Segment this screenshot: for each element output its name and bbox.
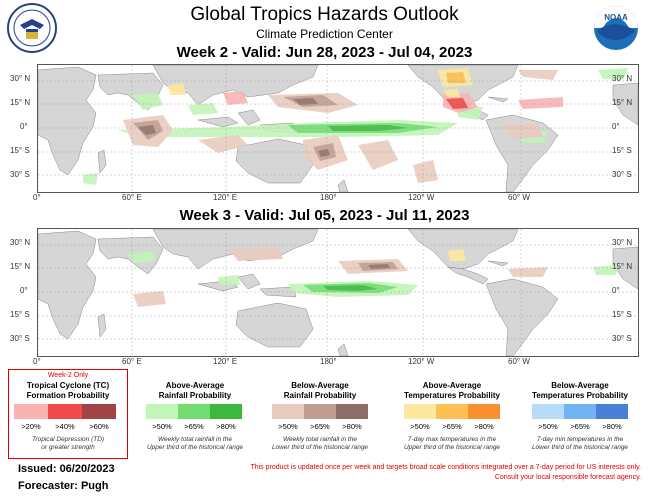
- w2-lat-label-15n: 15° N: [10, 98, 31, 107]
- legend-above-rain-pct-65: >65%: [184, 422, 204, 431]
- w2-lon-label-60w: 60° W: [508, 193, 530, 202]
- legend-below-rain-pct-65: >65%: [310, 422, 330, 431]
- forecaster-name: Forecaster: Pugh: [18, 480, 109, 492]
- legend-below-rain-note2: Lower third of the historical range: [271, 444, 369, 451]
- legend-above-temp-swatch-65: [436, 404, 468, 419]
- legend-below-rain-pct-80: >80%: [342, 422, 362, 431]
- w3-lat-label-0-right: 0°: [612, 286, 620, 295]
- w3-lat-label-15n: 15° N: [10, 262, 31, 271]
- w3-lon-label-180: 180°: [320, 357, 337, 366]
- w2-lat-label-30n-right: 30° N: [612, 74, 633, 83]
- legend-tc-pct-20: >20%: [21, 422, 41, 431]
- legend-tc-swatch-60: [82, 404, 116, 419]
- legend-below-temp-title1: Below-Average: [551, 381, 609, 390]
- legend-below-rain-note1: Weekly total rainfall in the: [283, 436, 357, 443]
- noaa-logo: NOAA: [593, 5, 639, 51]
- legend-above-temp-pct-50: >50%: [410, 422, 430, 431]
- legend-below-rain-title1: Below-Average: [291, 381, 349, 390]
- week3-title: Week 3 - Valid: Jul 05, 2023 - Jul 11, 2…: [179, 207, 470, 224]
- w3-lat-label-15s: 15° S: [10, 310, 30, 319]
- legend-below-temp-swatch-50: [532, 404, 564, 419]
- legend-tc-box: [8, 369, 128, 459]
- legend-tc-title2: Formation Probability: [26, 391, 110, 400]
- legend-above-temp-note2: Upper third of the historical range: [403, 444, 501, 451]
- w2-lat-label-30n: 30° N: [10, 74, 31, 83]
- legend-above-temp-swatch-50: [404, 404, 436, 419]
- legend-below-temp-pct-50: >50%: [538, 422, 558, 431]
- legend-above-temp-title2: Temperatures Probability: [404, 391, 500, 400]
- legend-tc-pct-40: >40%: [55, 422, 75, 431]
- legend-above-rain-note1: Weekly total rainfall in the: [158, 436, 232, 443]
- page-title: Global Tropics Hazards Outlook: [190, 4, 459, 25]
- legend-below-temp-note1: 7-day min temperatures in the: [536, 436, 624, 443]
- week2-title: Week 2 - Valid: Jun 28, 2023 - Jul 04, 2…: [176, 44, 473, 61]
- legend-above-temp-pct-65: >65%: [442, 422, 462, 431]
- issued-date: Issued: 06/20/2023: [18, 463, 115, 475]
- w3-lat-label-30s: 30° S: [10, 334, 30, 343]
- legend-tc-swatch-40: [48, 404, 82, 419]
- week2-map: [37, 64, 639, 193]
- legend-above-temp-pct-80: >80%: [474, 422, 494, 431]
- legend-above-rain-title2: Rainfall Probability: [158, 391, 232, 400]
- legend-above-temp-note1: 7-day max temperatures in the: [407, 436, 497, 443]
- legend-above-temp-title1: Above-Average: [422, 381, 482, 390]
- w2-lat-label-0-right: 0°: [612, 122, 620, 131]
- w3-lat-label-15n-right: 15° N: [612, 262, 633, 271]
- w2-lat-label-0: 0°: [20, 122, 28, 131]
- legend-below-temp-title2: Temperatures Probability: [532, 391, 628, 400]
- w3-lat-label-0: 0°: [20, 286, 28, 295]
- w3-lon-label-120w: 120° W: [408, 357, 435, 366]
- legend-below-temp-swatch-65: [564, 404, 596, 419]
- w2-lon-label-180: 180°: [320, 193, 337, 202]
- legend-tc-note2: or greater strength: [41, 444, 95, 451]
- w3-lat-label-30s-right: 30° S: [612, 334, 632, 343]
- legend-above-rain-swatch-50: [146, 404, 178, 419]
- legend-above-rain-swatch-80: [210, 404, 242, 419]
- page-subtitle: Climate Prediction Center: [256, 27, 393, 41]
- legend-below-rain-swatch-65: [304, 404, 336, 419]
- w3-lon-label-0: 0°: [33, 357, 41, 366]
- w3-lon-label-60w: 60° W: [508, 357, 530, 366]
- w2-lat-label-15n-right: 15° N: [612, 98, 633, 107]
- legend-tc-header: Week-2 Only: [47, 372, 89, 379]
- legend-above-rain-pct-50: >50%: [152, 422, 172, 431]
- disclaimer-line2: Consult your local responsible forecast …: [494, 474, 641, 481]
- legend-above-rain-pct-80: >80%: [216, 422, 236, 431]
- legend-below-temp-pct-80: >80%: [602, 422, 622, 431]
- legend-tc-title1: Tropical Cyclone (TC): [26, 381, 110, 390]
- legend-above-temp-swatch-80: [468, 404, 500, 419]
- legend-above-rain-note2: Upper third of the historical range: [146, 444, 244, 451]
- w3-lon-label-120e: 120° E: [213, 357, 238, 366]
- w2-lat-label-15s-right: 15° S: [612, 146, 632, 155]
- legend-below-temp-pct-65: >65%: [570, 422, 590, 431]
- legend-above-rain-title1: Above-Average: [165, 381, 225, 390]
- w3-lon-label-60e: 60° E: [122, 357, 142, 366]
- w2-lat-label-30s: 30° S: [10, 170, 30, 179]
- legend-tc-note1: Tropical Depression (TD): [31, 436, 105, 443]
- w2-lon-label-120e: 120° E: [213, 193, 238, 202]
- w2-lon-label-60e: 60° E: [122, 193, 142, 202]
- week3-map: [37, 228, 639, 357]
- legend-above-rain-swatch-65: [178, 404, 210, 419]
- legend-tc-swatch-20: [14, 404, 48, 419]
- w2-lat-label-15s: 15° S: [10, 146, 30, 155]
- w2-lat-label-30s-right: 30° S: [612, 170, 632, 179]
- doc-seal-logo: [7, 3, 57, 53]
- legend-below-temp-note2: Lower third of the historical range: [531, 444, 629, 451]
- legend-tc-pct-60: >60%: [89, 422, 109, 431]
- w3-lat-label-15s-right: 15° S: [612, 310, 632, 319]
- legend-below-rain-title2: Rainfall Probability: [283, 391, 357, 400]
- w3-lat-label-30n-right: 30° N: [612, 238, 633, 247]
- svg-text:NOAA: NOAA: [604, 13, 628, 22]
- legend-below-rain-swatch-80: [336, 404, 368, 419]
- w2-lon-label-0: 0°: [33, 193, 41, 202]
- disclaimer-line1: This product is updated once per week an…: [250, 464, 641, 471]
- legend-below-rain-pct-50: >50%: [278, 422, 298, 431]
- legend-below-rain-swatch-50: [272, 404, 304, 419]
- w2-lon-label-120w: 120° W: [408, 193, 435, 202]
- legend-below-temp-swatch-80: [596, 404, 628, 419]
- w3-lat-label-30n: 30° N: [10, 238, 31, 247]
